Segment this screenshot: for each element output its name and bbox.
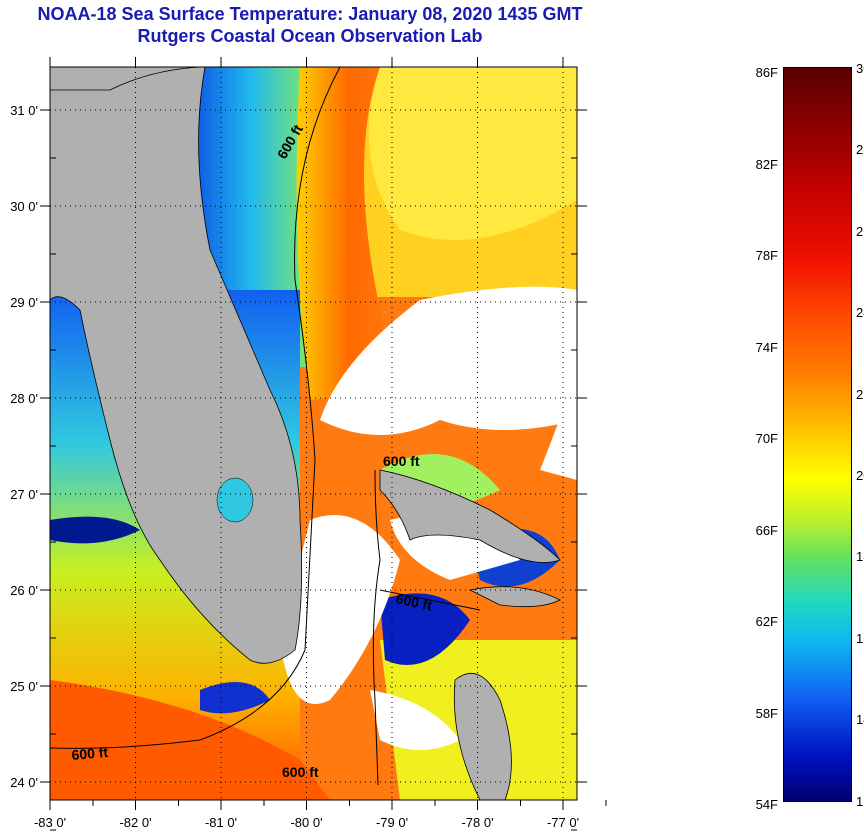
celsius-label: 16C [856, 630, 864, 646]
latitude-label: 30 0' [10, 199, 38, 214]
lake-okeechobee [216, 477, 254, 523]
map-subtitle: Rutgers Coastal Ocean Observation Lab [137, 26, 483, 46]
cloud-cover [280, 286, 577, 750]
celsius-label: 18C [856, 549, 864, 565]
depth-contour-label: 600 ft [282, 764, 319, 780]
latitude-label: 29 0' [10, 295, 38, 310]
celsius-label: 14C [856, 712, 864, 728]
fahrenheit-label: 78F [755, 248, 778, 263]
depth-contour-label: 600 ft [394, 590, 433, 613]
map-title: NOAA-18 Sea Surface Temperature: January… [37, 4, 583, 24]
celsius-label: 22C [856, 386, 864, 402]
latitude-label: 27 0' [10, 487, 38, 502]
celsius-label: 28C [856, 142, 864, 158]
depth-contours [49, 66, 481, 786]
celsius-label: 30C [856, 61, 864, 76]
longitude-label: -81 0' [205, 815, 237, 830]
latitude-label: 26 0' [10, 583, 38, 598]
celsius-label: 26C [856, 223, 864, 239]
longitude-label: -77 0' [547, 815, 579, 830]
longitude-label: -82 0' [119, 815, 151, 830]
depth-contour-label: 600 ft [71, 744, 109, 763]
fahrenheit-label: 54F [755, 797, 778, 812]
celsius-label: 20C [856, 468, 864, 483]
latitude-label: 25 0' [10, 679, 38, 694]
depth-contour-label: 600 ft [383, 453, 420, 469]
longitude-label: -83 0' [34, 815, 66, 830]
map-plot-area: 31 0' 30 0' 29 0' 28 0' 27 0' 26 0' 25 0' 24 0'… [10, 57, 607, 831]
fahrenheit-label: 86F [755, 65, 778, 80]
fahrenheit-label: 66F [755, 522, 778, 538]
fahrenheit-label: 82F [755, 156, 778, 172]
longitude-label: -80 0' [290, 815, 322, 830]
latitude-label: 31 0' [10, 103, 38, 118]
color-scale-bar [783, 67, 852, 802]
fahrenheit-label: 74F [755, 339, 778, 355]
longitude-label: -78 0' [461, 815, 493, 830]
fahrenheit-label: 70F [755, 431, 778, 446]
latitude-label: 28 0' [10, 391, 38, 406]
longitude-label: -79 0' [376, 815, 408, 830]
celsius-label: 24C [856, 305, 864, 321]
celsius-label: 12C [856, 793, 864, 809]
fahrenheit-label: 58F [755, 705, 778, 721]
fahrenheit-label: 62F [755, 614, 778, 629]
latitude-label: 24 0' [10, 775, 38, 790]
